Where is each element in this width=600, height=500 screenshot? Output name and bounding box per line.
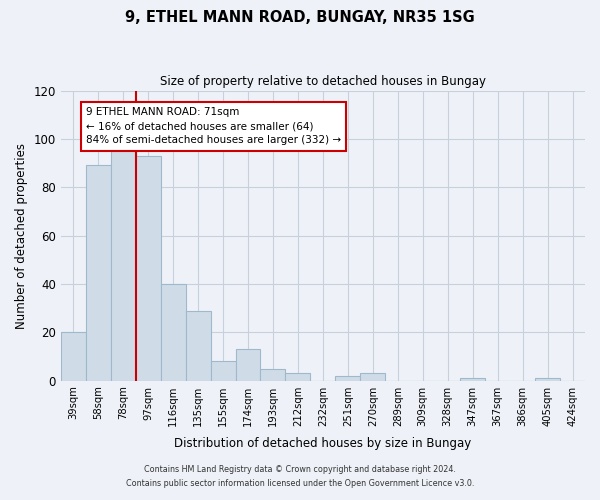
Y-axis label: Number of detached properties: Number of detached properties: [15, 142, 28, 328]
Bar: [260, 368, 286, 380]
Bar: [535, 378, 560, 380]
Bar: [136, 156, 161, 380]
Bar: [236, 349, 260, 380]
Bar: [335, 376, 361, 380]
Text: 9 ETHEL MANN ROAD: 71sqm
← 16% of detached houses are smaller (64)
84% of semi-d: 9 ETHEL MANN ROAD: 71sqm ← 16% of detach…: [86, 108, 341, 146]
Bar: [361, 374, 385, 380]
Bar: [185, 310, 211, 380]
Title: Size of property relative to detached houses in Bungay: Size of property relative to detached ho…: [160, 75, 486, 88]
Bar: [211, 362, 236, 380]
Bar: [286, 374, 310, 380]
Bar: [61, 332, 86, 380]
X-axis label: Distribution of detached houses by size in Bungay: Distribution of detached houses by size …: [174, 437, 472, 450]
Text: Contains HM Land Registry data © Crown copyright and database right 2024.
Contai: Contains HM Land Registry data © Crown c…: [126, 466, 474, 487]
Bar: [161, 284, 185, 380]
Bar: [460, 378, 485, 380]
Text: 9, ETHEL MANN ROAD, BUNGAY, NR35 1SG: 9, ETHEL MANN ROAD, BUNGAY, NR35 1SG: [125, 10, 475, 25]
Bar: [111, 151, 136, 380]
Bar: [86, 166, 111, 380]
